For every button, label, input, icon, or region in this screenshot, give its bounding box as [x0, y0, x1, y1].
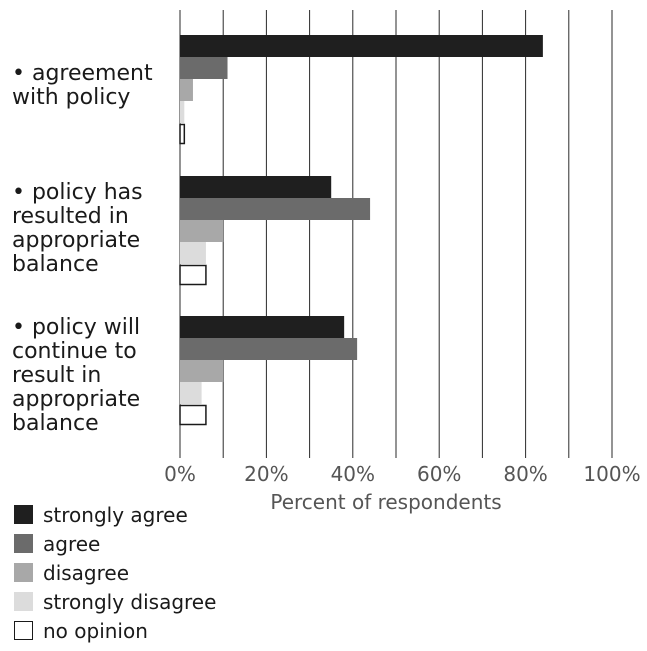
legend-swatch	[14, 592, 33, 611]
x-tick-label: 0%	[164, 462, 196, 486]
category-label: • policy will continue to result in appr…	[12, 315, 141, 436]
bar-disagree-2	[180, 360, 224, 382]
legend-item: agree	[14, 529, 216, 558]
legend-label: strongly agree	[43, 502, 188, 527]
bar-agree-2	[180, 338, 358, 360]
legend-label: disagree	[43, 560, 130, 585]
bar-chart: 0% 20% 40% 60% 80% 100% Percent of respondents	[164, 10, 641, 514]
bar-agree-0	[180, 57, 228, 79]
x-tick-label: 100%	[583, 462, 640, 486]
bar-no-opinion-1	[179, 264, 207, 286]
legend-item: disagree	[14, 558, 216, 587]
bar-disagree-0	[180, 79, 193, 101]
bar-strongly-agree-1	[180, 176, 332, 198]
legend-swatch	[14, 505, 33, 524]
bar-strongly-disagree-1	[180, 242, 206, 264]
x-axis-label: Percent of respondents	[270, 490, 501, 514]
legend-swatch	[14, 534, 33, 553]
x-tick-label: 40%	[331, 462, 375, 486]
category-label: • agreement with policy	[12, 61, 153, 110]
bar-no-opinion-0	[179, 123, 186, 145]
bar-agree-1	[180, 198, 371, 220]
x-tick-label: 60%	[417, 462, 461, 486]
legend-label: no opinion	[43, 618, 148, 643]
legend-swatch	[14, 621, 33, 640]
legend-label: agree	[43, 531, 101, 556]
legend-label: strongly disagree	[43, 589, 217, 614]
x-tick-label: 80%	[503, 462, 547, 486]
legend: strongly agree agree disagree strongly disa…	[14, 500, 216, 645]
bar-strongly-disagree-0	[180, 101, 185, 123]
category-label: • policy has resulted in appropriate bal…	[12, 180, 143, 277]
bar-strongly-agree-0	[180, 35, 543, 57]
x-tick-label: 20%	[244, 462, 288, 486]
bar-strongly-agree-2	[180, 316, 345, 338]
bar-strongly-disagree-2	[180, 382, 202, 404]
bar-disagree-1	[180, 220, 224, 242]
bar-no-opinion-2	[179, 404, 207, 426]
legend-item: strongly agree	[14, 500, 216, 529]
legend-swatch	[14, 563, 33, 582]
legend-item: no opinion	[14, 616, 216, 645]
legend-item: strongly disagree	[14, 587, 216, 616]
